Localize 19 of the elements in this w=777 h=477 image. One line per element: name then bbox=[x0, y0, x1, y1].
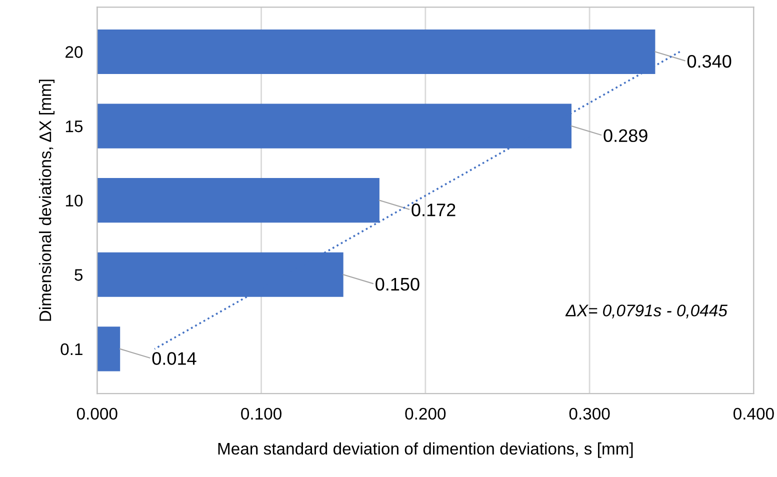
y-tick-label: 20 bbox=[66, 46, 83, 58]
x-axis-title: Mean standard deviation of dimention deviations, s [mm] bbox=[218, 442, 633, 458]
y-tick-label: 0.1 bbox=[60, 343, 82, 356]
data-label: 0.340 bbox=[687, 54, 732, 68]
x-tick-label: 0.400 bbox=[733, 408, 774, 420]
y-tick-label: 10 bbox=[66, 194, 83, 207]
y-axis-title: Dimensional deviations, ΔX [mm] bbox=[38, 80, 55, 321]
y-tick-label: 5 bbox=[74, 269, 83, 281]
x-tick-label: 0.300 bbox=[569, 408, 610, 420]
x-tick-label: 0.200 bbox=[405, 408, 446, 420]
x-tick-label: 0.000 bbox=[76, 408, 118, 420]
bar bbox=[97, 326, 120, 372]
x-tick-label: 0.100 bbox=[241, 408, 282, 420]
data-label: 0.150 bbox=[376, 278, 420, 291]
y-tick-label: 15 bbox=[66, 120, 83, 132]
annotation: ΔX= 0,0791s - 0,0445 bbox=[565, 304, 728, 318]
data-label: 0.172 bbox=[412, 204, 456, 216]
data-label: 0.289 bbox=[604, 129, 648, 142]
data-label: 0.014 bbox=[152, 352, 196, 365]
